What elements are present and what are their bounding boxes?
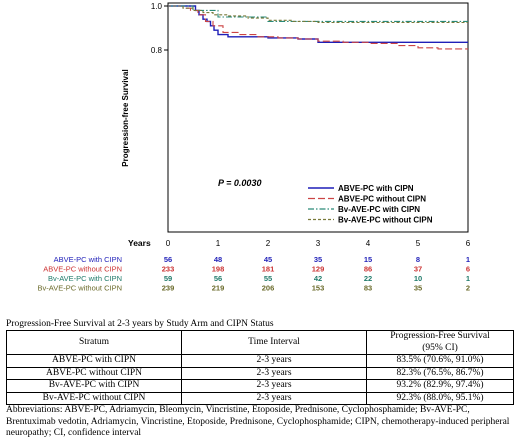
legend-entry: Bv-AVE-PC without CIPN: [338, 216, 433, 225]
risk-count: 15: [364, 255, 372, 264]
risk-count: 59: [164, 274, 172, 283]
risk-count: 181: [262, 265, 275, 274]
risk-count: 206: [262, 284, 275, 293]
risk-row-label: ABVE-PC without CIPN: [43, 265, 122, 274]
x-tick-label: 6: [466, 239, 471, 248]
x-tick-label: 5: [416, 239, 421, 248]
curve-bv-ave-pc-without-cipn: [168, 5, 468, 24]
km-chart: 0.8 1.0 Progression-free Survival P = 0.0…: [38, 2, 471, 293]
pfs-cell: 83.5% (70.6%, 91.0%): [366, 354, 514, 368]
header-ci-label: (95% CI): [422, 342, 458, 353]
y-axis-label: Progression-free Survival: [121, 69, 130, 166]
risk-count: 48: [214, 255, 222, 264]
legend-entry: ABVE-PC without CIPN: [338, 195, 426, 204]
plot-frame: [167, 2, 469, 233]
risk-count: 129: [312, 265, 325, 274]
header-stratum: Stratum: [6, 330, 182, 355]
table-row: Bv-AVE-PC with CIPN 2-3 years 93.2% (82.…: [6, 379, 514, 393]
number-at-risk-table: ABVE-PC with CIPN 56 48 45 35 15 8 1 ABVE-PC wit…: [38, 255, 471, 293]
interval-cell: 2-3 years: [181, 391, 367, 405]
risk-count: 35: [314, 255, 322, 264]
risk-count: 10: [414, 274, 422, 283]
table-row: Bv-AVE-PC without CIPN 2-3 years 92.3% (…: [6, 391, 514, 405]
legend-entry: Bv-AVE-PC with CIPN: [338, 205, 420, 214]
stratum-cell: Bv-AVE-PC without CIPN: [6, 391, 182, 405]
table-header-row: Stratum Time Interval Progression-Free S…: [6, 330, 514, 355]
risk-count: 198: [212, 265, 225, 274]
risk-count: 1: [466, 255, 470, 264]
interval-cell: 2-3 years: [181, 366, 367, 380]
risk-count: 22: [364, 274, 372, 283]
survival-curves: [168, 5, 468, 50]
stratum-cell: Bv-AVE-PC with CIPN: [6, 379, 182, 393]
y-axis: 0.8 1.0: [151, 2, 168, 55]
risk-count: 56: [214, 274, 222, 283]
legend-entry: ABVE-PC with CIPN: [338, 184, 414, 193]
risk-count: 35: [414, 284, 422, 293]
pfs-table: Stratum Time Interval Progression-Free S…: [6, 330, 514, 405]
y-tick-label: 1.0: [151, 2, 163, 11]
risk-count: 86: [364, 265, 372, 274]
risk-count: 233: [162, 265, 175, 274]
risk-count: 219: [212, 284, 225, 293]
stratum-cell: ABVE-PC without CIPN: [6, 366, 182, 380]
risk-row-label: Bv-AVE-PC with CIPN: [48, 274, 122, 283]
risk-count: 1: [466, 274, 470, 283]
risk-count: 37: [414, 265, 422, 274]
pfs-cell: 82.3% (76.5%, 86.7%): [366, 366, 514, 380]
interval-cell: 2-3 years: [181, 379, 367, 393]
risk-count: 45: [264, 255, 272, 264]
pfs-cell: 92.3% (88.0%, 95.1%): [366, 391, 514, 405]
risk-count: 83: [364, 284, 372, 293]
risk-count: 6: [466, 265, 470, 274]
table-row: ABVE-PC without CIPN 2-3 years 82.3% (76…: [6, 366, 514, 380]
x-axis: Years 0 1 2 3 4 5 6: [128, 238, 471, 248]
x-tick-label: 3: [316, 239, 321, 248]
pfs-cell: 93.2% (82.9%, 97.4%): [366, 379, 514, 393]
x-tick-label: 2: [266, 239, 271, 248]
header-time-interval: Time Interval: [181, 330, 367, 355]
table-row: ABVE-PC with CIPN 2-3 years 83.5% (70.6%…: [6, 354, 514, 368]
table-title: Progression-Free Survival at 2-3 years b…: [6, 319, 274, 329]
header-pfs-label: Progression-Free Survival: [390, 331, 490, 341]
risk-count: 42: [314, 274, 322, 283]
pfs-table-section: Progression-Free Survival at 2-3 years b…: [6, 318, 514, 440]
x-axis-label: Years: [128, 238, 151, 248]
abbreviations-note: Abbreviations: ABVE-PC, Adriamycin, Bleo…: [6, 405, 510, 438]
stratum-cell: ABVE-PC with CIPN: [6, 354, 182, 368]
x-tick-label: 1: [216, 239, 221, 248]
risk-row-label: ABVE-PC with CIPN: [54, 255, 122, 264]
header-pfs: Progression-Free Survival (95% CI): [366, 330, 514, 355]
interval-cell: 2-3 years: [181, 354, 367, 368]
risk-count: 8: [416, 255, 420, 264]
risk-count: 239: [162, 284, 175, 293]
x-tick-label: 4: [366, 239, 371, 248]
curve-abve-pc-without-cipn: [168, 5, 468, 50]
risk-count: 56: [164, 255, 172, 264]
risk-row-label: Bv-AVE-PC without CIPN: [38, 284, 122, 293]
x-tick-label: 0: [166, 239, 171, 248]
risk-count: 2: [466, 284, 470, 293]
curve-bv-ave-pc-with-cipn: [168, 5, 468, 22]
risk-count: 153: [312, 284, 325, 293]
p-value: P = 0.0030: [218, 178, 261, 188]
y-tick-label: 0.8: [151, 46, 163, 55]
risk-count: 55: [264, 274, 272, 283]
